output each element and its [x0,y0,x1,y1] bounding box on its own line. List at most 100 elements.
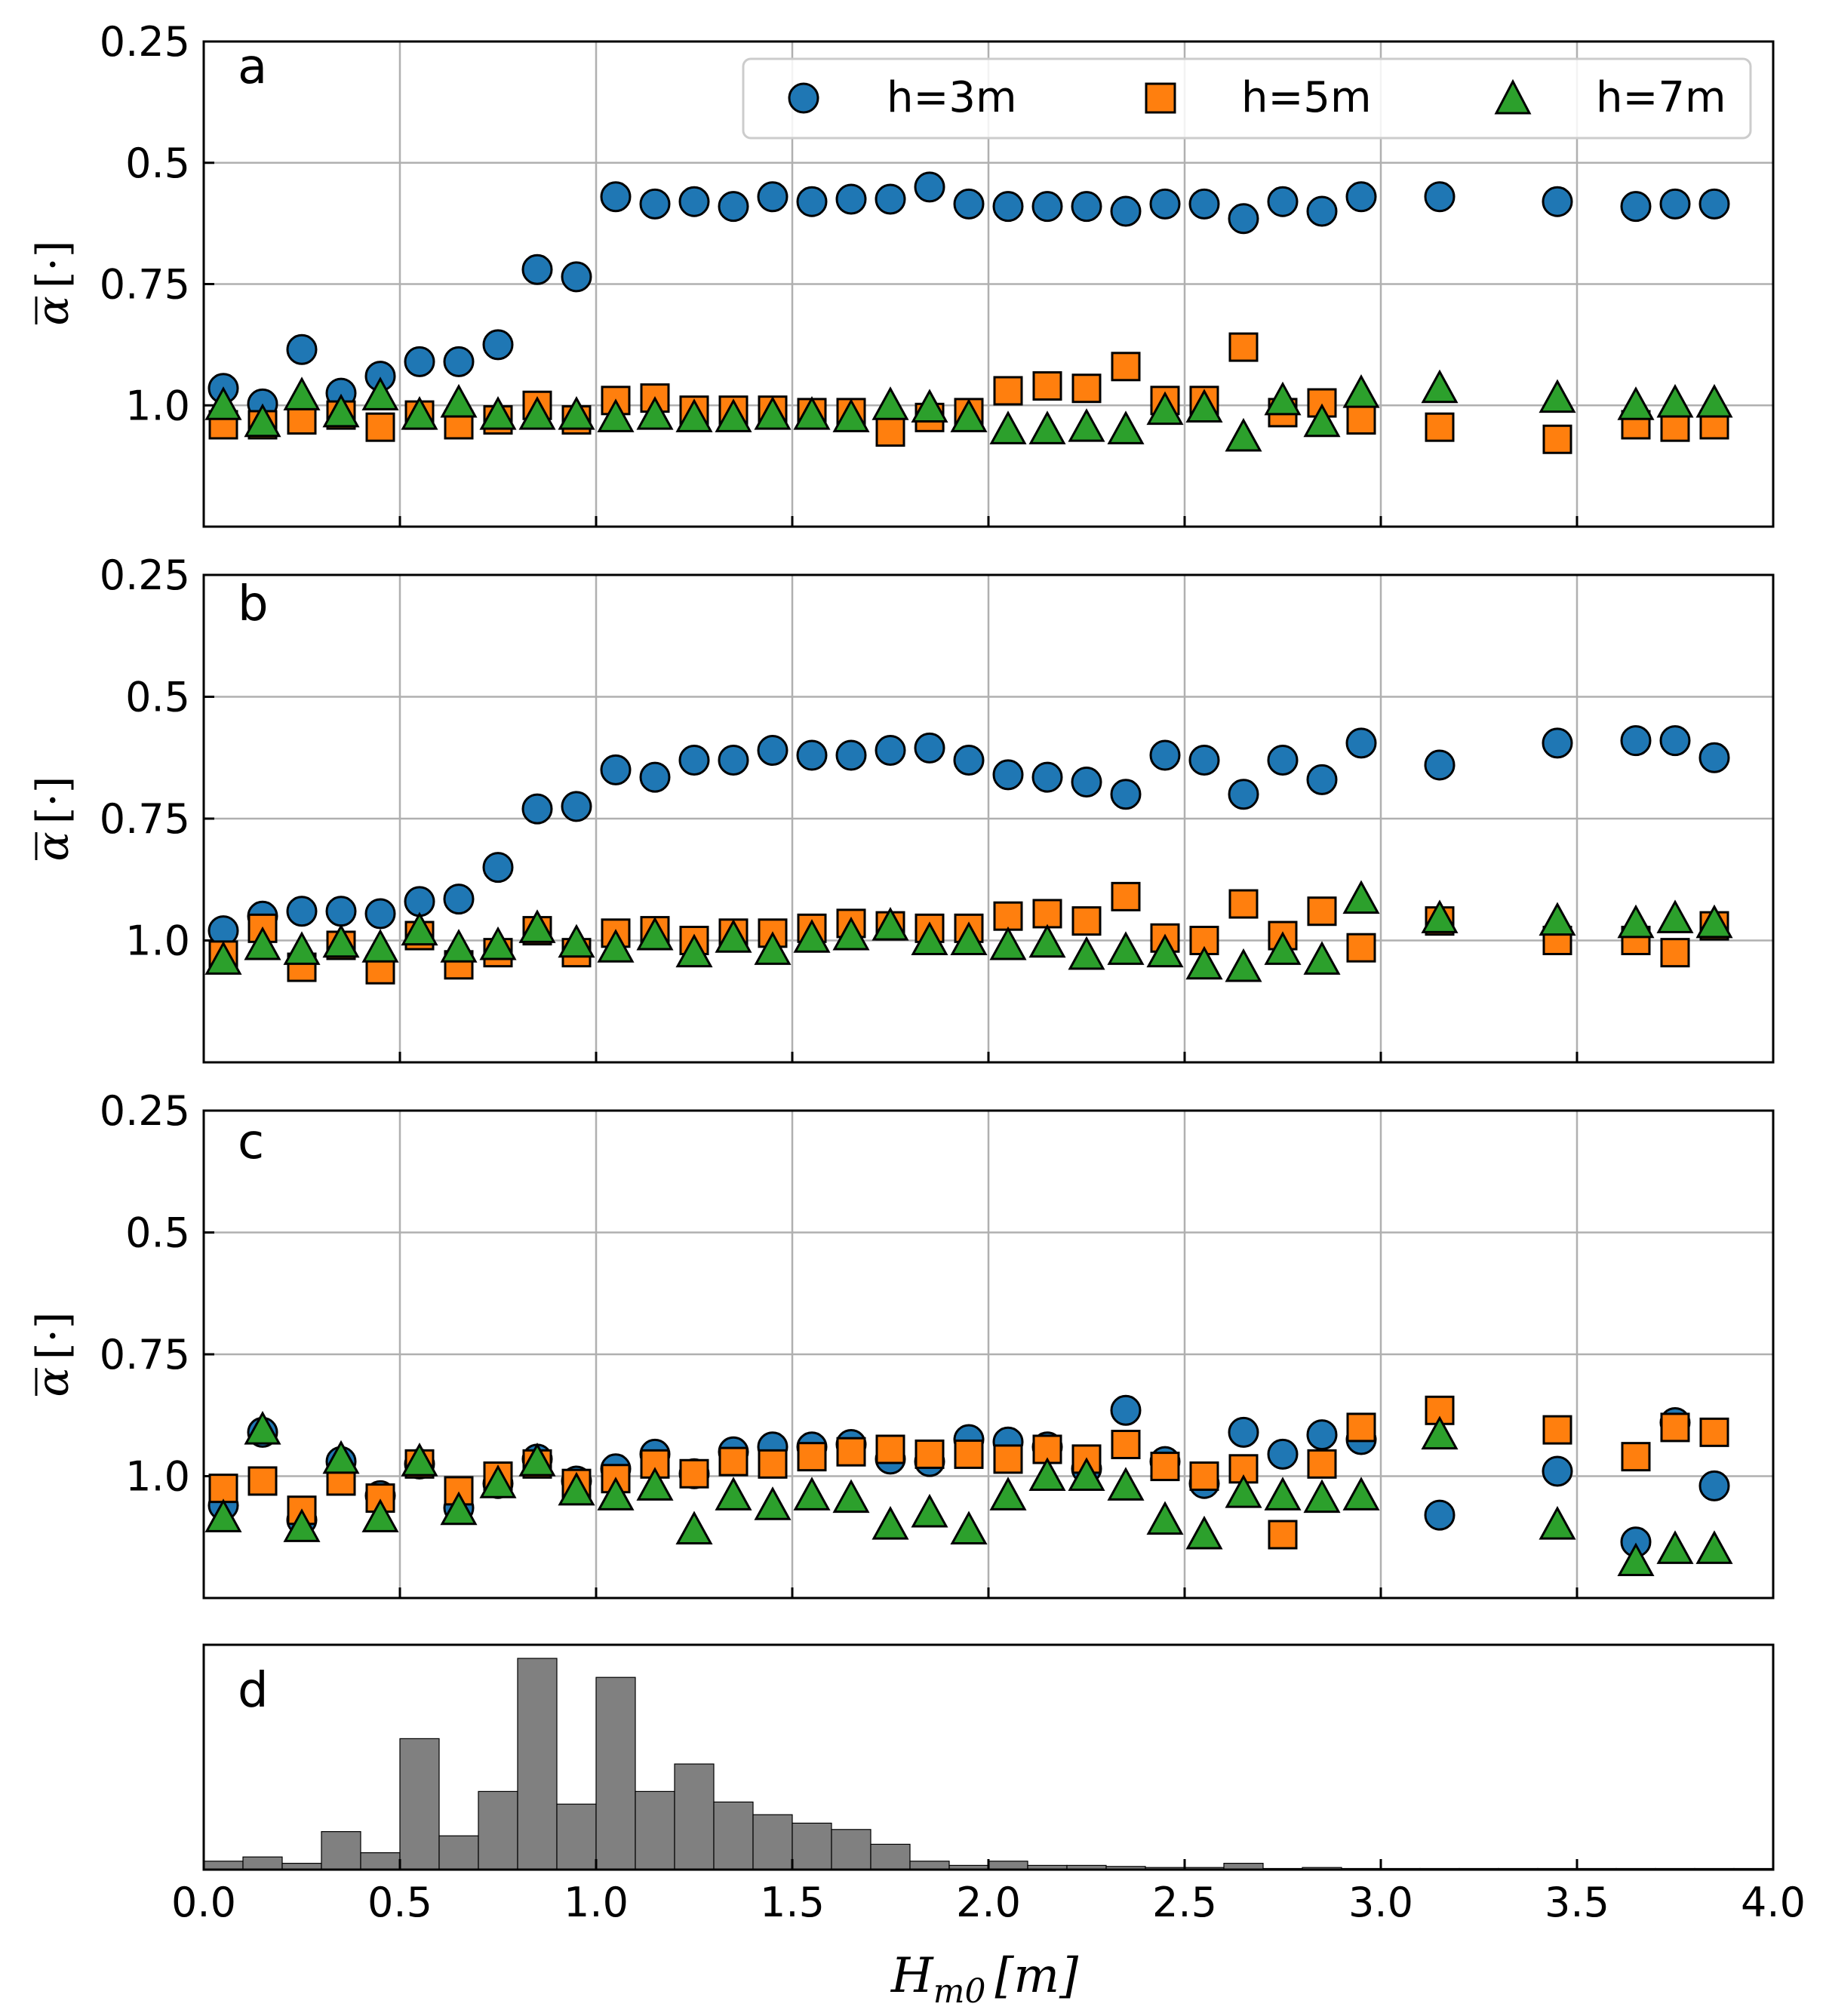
point-h3 [1110,1394,1142,1426]
point-h3 [1306,1419,1338,1451]
histogram-bar [360,1852,401,1870]
point-h7 [479,1464,517,1498]
point-h7 [283,931,321,965]
y-label-unit: [·] [27,241,78,289]
point-h3 [1542,186,1573,217]
point-h3 [1188,744,1220,776]
point-h3 [1149,739,1181,771]
point-h7 [1695,1530,1733,1564]
point-h7 [793,1477,831,1510]
point-h7 [1303,1479,1341,1514]
point-h5 [1032,899,1062,929]
point-h7 [1028,410,1066,444]
point-h7 [1107,1467,1145,1501]
point-h7 [950,1510,988,1545]
point-h3 [482,329,514,361]
point-h7 [989,1477,1027,1510]
point-h7 [1146,1501,1184,1535]
point-h7 [872,1505,909,1540]
point-h7 [1656,383,1694,418]
point-h7 [1028,923,1066,958]
point-h7 [283,376,321,410]
point-h7 [675,1510,713,1545]
point-h5 [1542,424,1572,454]
point-h7 [911,1493,948,1528]
point-h3 [521,254,553,285]
point-h5 [1150,1452,1180,1482]
x-tick-label: 1.5 [760,1879,825,1926]
point-h3 [992,191,1024,223]
histogram-bar [635,1790,675,1870]
point-h7 [715,398,752,432]
histogram-bar [831,1829,872,1870]
point-h7 [1342,1477,1380,1510]
point-h5 [993,1444,1023,1474]
point-h3 [1542,727,1573,759]
point-h3 [1071,191,1102,223]
point-h7 [401,911,438,946]
svg-text:α[·]: α [·] [27,1312,78,1397]
panel-d: 0.0 0.5 1.0 1.5 2.0 2.5 3.0 3.5 4.0 d [171,1643,1806,1926]
point-h3 [639,761,671,793]
point-h5 [993,901,1023,931]
point-h5 [1621,1442,1651,1472]
point-h7 [1303,941,1341,975]
point-h7 [244,1411,281,1445]
point-h7 [1695,904,1733,939]
point-h7 [479,926,517,960]
point-h5 [1111,1430,1141,1460]
point-h7 [793,395,831,430]
panel-label-a: a [238,39,267,95]
panel-label-b: b [238,576,269,632]
point-h3 [1424,181,1456,213]
point-h3 [443,884,475,915]
point-h3 [757,181,788,213]
point-h3 [757,735,788,767]
legend-marker-h5 [1145,82,1176,114]
point-h3 [1424,749,1456,781]
point-h5 [1346,933,1376,963]
x-tick-label: 1.0 [564,1879,629,1926]
x-tick-label: 3.5 [1545,1879,1609,1926]
legend-marker-h7 [1494,78,1532,115]
y-label-unit: [·] [27,1312,78,1360]
point-h7 [558,923,595,958]
point-h7 [1342,880,1380,914]
point-h7 [204,941,242,975]
point-h7 [597,929,635,963]
point-h7 [558,1471,595,1506]
x-label-sub: m0 [933,1972,986,2011]
point-h3 [678,744,710,776]
point-h3 [1345,727,1377,759]
point-h7 [911,921,948,955]
point-h7 [832,398,870,432]
point-h3 [1542,1455,1573,1487]
y-label-unit: [·] [27,776,78,825]
y-label-symbol: α [27,831,78,861]
point-h3 [1149,188,1181,220]
point-h7 [636,1467,674,1501]
svg-text:Hm0[m]: Hm0 [m] [890,1948,1079,2011]
point-h5 [1268,1520,1298,1550]
x-label-unit: [m] [994,1948,1079,2004]
point-h3 [1424,1499,1456,1531]
point-h7 [1264,381,1302,416]
point-h7 [322,1440,360,1474]
point-h3 [325,896,357,927]
y-tick-label: 0.5 [125,674,190,721]
point-h7 [1225,417,1262,452]
legend-marker-h3 [788,82,819,114]
point-h7 [1421,1415,1459,1450]
point-h7 [1185,389,1223,423]
point-h7 [715,1477,752,1510]
legend-label-h7: h=7m [1596,73,1726,122]
point-h7 [1421,369,1459,404]
point-h3 [953,744,985,776]
point-h5 [1032,371,1062,401]
point-h7 [911,389,948,423]
point-h5 [1699,1417,1729,1447]
point-h7 [361,929,399,963]
point-h3 [1659,725,1691,757]
panel-label-d: d [238,1663,269,1719]
point-h7 [244,403,281,438]
